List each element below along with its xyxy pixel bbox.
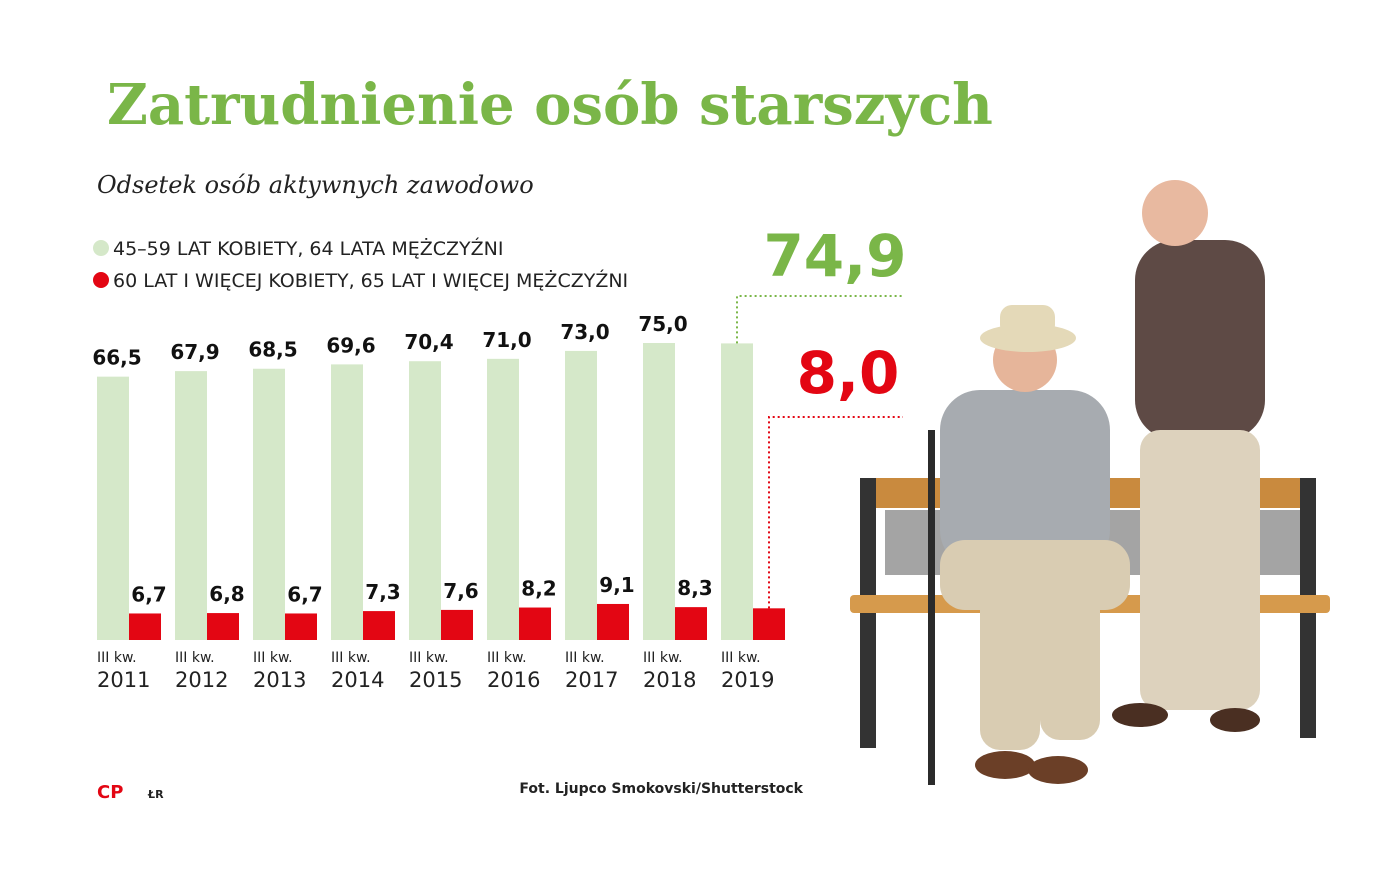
x-tick-label: III kw. 2019 xyxy=(721,650,774,692)
highlight-value-label: 74,9 xyxy=(763,222,906,290)
value-label: 7,3 xyxy=(365,580,400,604)
bar xyxy=(253,368,285,640)
value-label: 75,0 xyxy=(638,312,687,336)
highlight-value-label: 8,0 xyxy=(797,339,900,407)
connector xyxy=(736,295,903,344)
value-label: 6,7 xyxy=(131,582,166,606)
x-tick-label: III kw. 2015 xyxy=(409,650,462,692)
bar xyxy=(129,613,161,640)
value-label: 6,8 xyxy=(209,582,244,606)
value-label: 71,0 xyxy=(482,328,531,352)
x-tick-label: III kw. 2012 xyxy=(175,650,228,692)
x-tick-label: III kw. 2016 xyxy=(487,650,540,692)
value-label: 68,5 xyxy=(248,338,297,362)
value-label: 9,1 xyxy=(599,573,634,597)
author: ŁR xyxy=(147,788,164,801)
photo xyxy=(850,180,1330,785)
connector xyxy=(768,416,903,609)
bar xyxy=(285,613,317,640)
chart-title: Zatrudnienie osób starszych xyxy=(107,72,993,138)
value-label: 7,6 xyxy=(443,579,478,603)
value-label: 69,6 xyxy=(326,333,375,357)
legend-swatch xyxy=(93,272,109,288)
x-tick-label: III kw. 2014 xyxy=(331,650,384,692)
bar xyxy=(721,343,753,640)
value-label: 8,3 xyxy=(677,576,712,600)
bar xyxy=(441,609,473,640)
value-label: 70,4 xyxy=(404,330,453,354)
bar xyxy=(207,613,239,640)
bar xyxy=(363,611,395,640)
bar xyxy=(175,371,207,640)
bar xyxy=(565,350,597,640)
logo: CP xyxy=(97,782,123,803)
x-tick-label: III kw. 2018 xyxy=(643,650,696,692)
bar xyxy=(331,364,363,640)
bar xyxy=(643,343,675,640)
bar xyxy=(675,607,707,640)
legend-label: 45–59 LAT KOBIETY, 64 LATA MĘŻCZYŹNI xyxy=(113,237,503,260)
x-tick-label: III kw. 2017 xyxy=(565,650,618,692)
legend-swatch xyxy=(93,240,109,256)
chart-subtitle: Odsetek osób aktywnych zawodowo xyxy=(97,171,534,199)
value-label: 73,0 xyxy=(560,320,609,344)
bar xyxy=(97,376,129,640)
source: Fot. Ljupco Smokovski/Shutterstock xyxy=(519,781,803,797)
bar xyxy=(597,603,629,640)
value-label: 66,5 xyxy=(92,346,141,370)
bar xyxy=(487,358,519,640)
bar xyxy=(519,607,551,640)
legend-label: 60 LAT I WIĘCEJ KOBIETY, 65 LAT I WIĘCEJ… xyxy=(113,269,628,292)
bar xyxy=(753,608,785,640)
x-tick-label: III kw. 2011 xyxy=(97,650,150,692)
x-tick-label: III kw. 2013 xyxy=(253,650,306,692)
value-label: 8,2 xyxy=(521,577,556,601)
bar xyxy=(409,361,441,640)
value-label: 67,9 xyxy=(170,340,219,364)
value-label: 6,7 xyxy=(287,582,322,606)
